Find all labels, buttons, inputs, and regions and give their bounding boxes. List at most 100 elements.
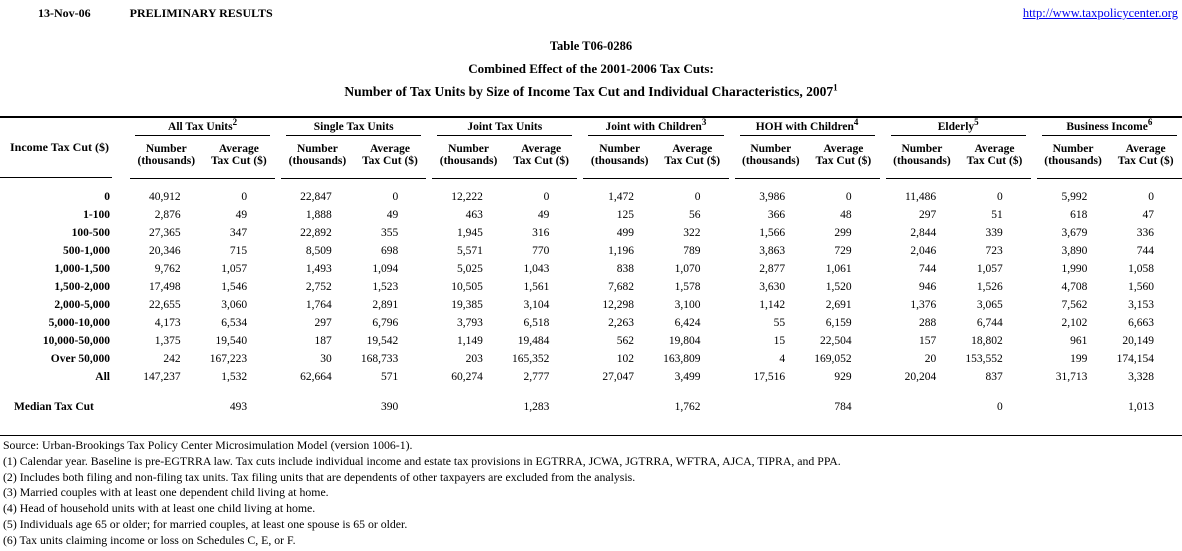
- median-number-cell: [886, 398, 959, 416]
- number-cell: 618: [1070, 209, 1088, 221]
- number-cell: 40,912: [148, 191, 181, 203]
- median-average-cell: 1,283: [523, 401, 550, 413]
- group-label: Elderly5: [890, 117, 1026, 136]
- number-cell: 946: [918, 281, 937, 293]
- average-cell: 49: [235, 209, 248, 221]
- average-cell: 6,663: [1128, 317, 1154, 329]
- number-subheader: (thousands): [1036, 155, 1110, 179]
- number-cell: 1,376: [910, 299, 937, 311]
- average-cell: 299: [834, 227, 852, 239]
- number-subheader: Number: [448, 143, 489, 155]
- average-cell: 6,424: [674, 317, 701, 329]
- number-cell: 203: [465, 353, 483, 365]
- average-cell: 1,061: [825, 263, 852, 275]
- median-number-cell: [281, 398, 354, 416]
- number-cell: 22,655: [148, 299, 181, 311]
- number-cell: 17,516: [753, 371, 786, 383]
- median-average-cell: 0: [997, 401, 1003, 413]
- average-cell: 6,744: [976, 317, 1003, 329]
- average-cell: 347: [229, 227, 248, 239]
- average-cell: 2,691: [825, 299, 852, 311]
- number-cell: 2,877: [759, 263, 786, 275]
- row-label: 1,500-2,000: [54, 281, 110, 293]
- average-cell: 22,504: [820, 335, 852, 347]
- average-cell: 3,104: [523, 299, 550, 311]
- average-cell: 3,100: [674, 299, 701, 311]
- number-cell: 961: [1070, 335, 1088, 347]
- average-cell: 165,352: [512, 353, 550, 365]
- taxpolicycenter-link[interactable]: http://www.taxpolicycenter.org: [1022, 6, 1178, 20]
- number-cell: 1,472: [608, 191, 634, 203]
- group-header-all-tax-units: All Tax Units2: [130, 116, 275, 138]
- table-row: 5,000-10,000 4,173 6,534 297 6,796 3,793 6,518…: [0, 314, 1182, 332]
- table-row: 0 40,912 0 22,847 0 12,222 0 1,472 0 3,986 0 11,486…: [0, 188, 1182, 206]
- number-subheader: (thousands): [281, 155, 354, 179]
- average-cell: 698: [381, 245, 399, 257]
- average-cell: 163,809: [663, 353, 701, 365]
- group-header-joint-tax-units: Joint Tax Units: [432, 118, 577, 138]
- average-subheader: Tax Cut ($): [655, 155, 729, 179]
- average-cell: 19,540: [215, 335, 248, 347]
- number-cell: 1,945: [456, 227, 483, 239]
- average-subheader: Tax Cut ($): [958, 155, 1031, 179]
- group-label: Joint with Children3: [588, 117, 724, 136]
- title-block: Table T06-0286 Combined Effect of the 20…: [0, 35, 1182, 104]
- average-cell: 339: [985, 227, 1003, 239]
- average-cell: 3,060: [221, 299, 248, 311]
- median-number-cell: [1037, 398, 1110, 416]
- average-cell: 18,802: [971, 335, 1003, 347]
- average-cell: 1,561: [523, 281, 550, 293]
- number-cell: 22,892: [300, 227, 332, 239]
- average-cell: 6,159: [825, 317, 852, 329]
- number-cell: 2,752: [305, 281, 332, 293]
- number-cell: 1,888: [305, 209, 332, 221]
- number-cell: 199: [1070, 353, 1088, 365]
- average-cell: 1,546: [221, 281, 248, 293]
- number-cell: 125: [616, 209, 634, 221]
- average-cell: 3,499: [674, 371, 701, 383]
- median-average-cell: 1,013: [1128, 401, 1154, 413]
- average-subheader: Average: [521, 143, 562, 155]
- number-cell: 242: [163, 353, 181, 365]
- average-cell: 6,796: [372, 317, 399, 329]
- number-cell: 7,682: [608, 281, 634, 293]
- table-top-rule: [0, 116, 1182, 118]
- table-row: 2,000-5,000 22,655 3,060 1,764 2,891 19,385 3,…: [0, 296, 1182, 314]
- average-cell: 1,520: [825, 281, 852, 293]
- number-cell: 744: [918, 263, 937, 275]
- median-tax-cut-row: Median Tax Cut 493 390 1,283 1,762 784 0 1,013: [0, 398, 1182, 416]
- average-cell: 571: [381, 371, 399, 383]
- average-cell: 19,542: [366, 335, 399, 347]
- average-cell: 3,328: [1128, 371, 1154, 383]
- footnote-marker: 3: [701, 116, 707, 127]
- average-cell: 6,518: [523, 317, 550, 329]
- number-cell: 2,102: [1061, 317, 1088, 329]
- footnote-marker: 2: [232, 116, 238, 127]
- number-subheader: (thousands): [583, 155, 656, 179]
- median-number-cell: [432, 398, 505, 416]
- number-cell: 27,047: [602, 371, 634, 383]
- average-cell: 789: [683, 245, 701, 257]
- report-date: 13-Nov-06: [38, 6, 91, 20]
- number-cell: 20,204: [904, 371, 937, 383]
- number-cell: 8,509: [305, 245, 332, 257]
- average-cell: 19,804: [668, 335, 701, 347]
- number-cell: 1,196: [608, 245, 634, 257]
- average-cell: 174,154: [1116, 353, 1154, 365]
- number-cell: 297: [314, 317, 332, 329]
- table-row: 500-1,000 20,346 715 8,509 698 5,571 770 1,196 7…: [0, 242, 1182, 260]
- footnote-3: (3) Married couples with at least one de…: [3, 485, 329, 500]
- group-label: Business Income6: [1041, 117, 1177, 136]
- number-cell: 187: [314, 335, 332, 347]
- number-cell: 366: [767, 209, 786, 221]
- row-label: 1,000-1,500: [54, 263, 110, 275]
- footnote-marker: 4: [853, 116, 859, 127]
- number-cell: 499: [616, 227, 634, 239]
- median-number-cell: [735, 398, 808, 416]
- group-header-elderly: Elderly5: [886, 117, 1031, 138]
- number-cell: 147,237: [143, 371, 181, 383]
- number-cell: 17,498: [148, 281, 181, 293]
- average-cell: 47: [1142, 209, 1155, 221]
- footnote-2: (2) Includes both filing and non-filing …: [3, 469, 636, 484]
- average-cell: 1,057: [976, 263, 1003, 275]
